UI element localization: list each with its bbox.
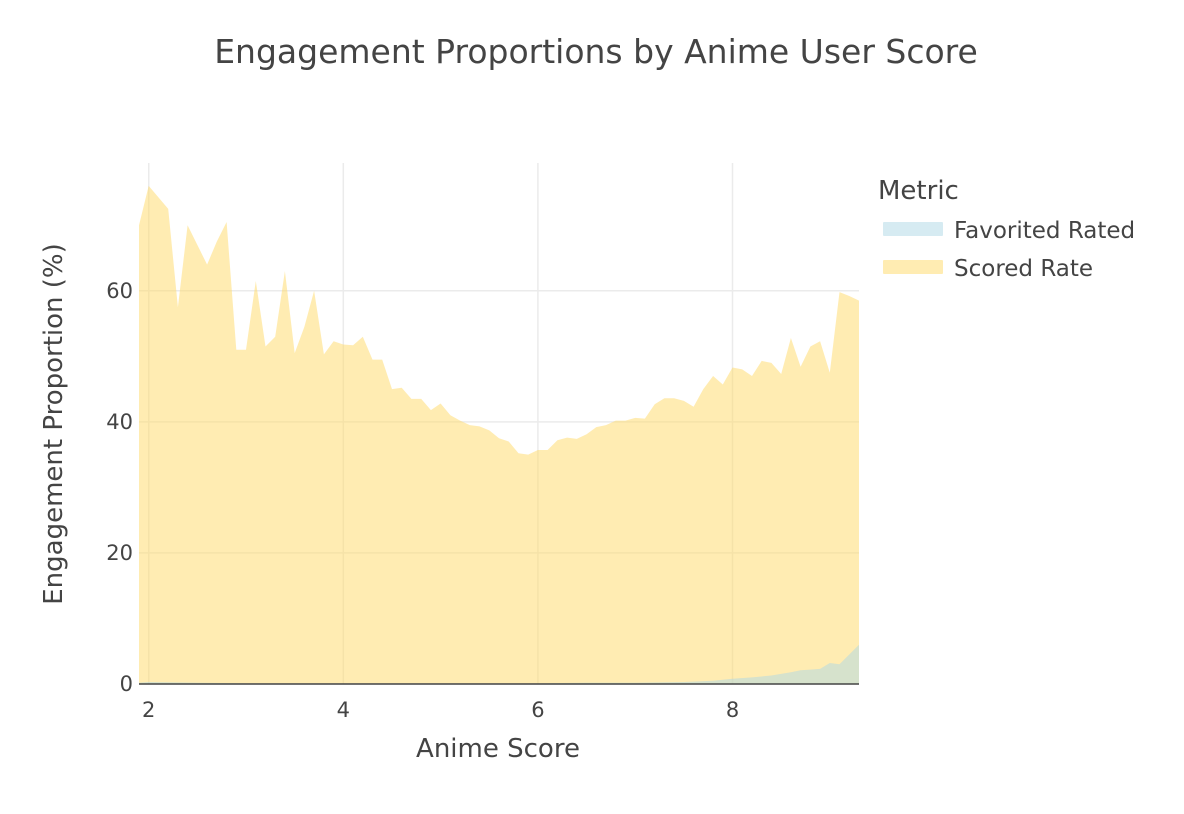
legend-swatch-scored-rate bbox=[883, 260, 943, 274]
x-tick-label-6: 6 bbox=[531, 698, 544, 722]
legend: Metric Favorited Rated Scored Rate bbox=[878, 176, 1135, 282]
legend-title: Metric bbox=[878, 176, 959, 206]
legend-label-favorited-rated: Favorited Rated bbox=[954, 218, 1135, 244]
legend-item-scored-rate[interactable]: Scored Rate bbox=[883, 256, 1093, 282]
x-tick-label-2: 2 bbox=[142, 698, 155, 722]
y-tick-label-40: 40 bbox=[106, 410, 133, 434]
legend-swatch-favorited-rated bbox=[883, 222, 943, 236]
plot-areas bbox=[139, 185, 859, 684]
legend-label-scored-rate: Scored Rate bbox=[954, 256, 1093, 282]
chart-title: Engagement Proportions by Anime User Sco… bbox=[214, 32, 978, 71]
legend-item-favorited-rated[interactable]: Favorited Rated bbox=[883, 218, 1135, 244]
x-axis-title: Anime Score bbox=[416, 734, 580, 764]
area-scored-rate[interactable] bbox=[139, 185, 859, 684]
x-tick-label-4: 4 bbox=[337, 698, 350, 722]
y-tick-label-0: 0 bbox=[120, 672, 133, 696]
axes: 2 4 6 8 0 20 40 60 bbox=[106, 279, 859, 722]
y-tick-label-60: 60 bbox=[106, 279, 133, 303]
area-favorited-rated[interactable] bbox=[139, 644, 859, 684]
y-tick-label-20: 20 bbox=[106, 541, 133, 565]
y-axis-title: Engagement Proportion (%) bbox=[39, 243, 69, 605]
x-tick-label-8: 8 bbox=[726, 698, 739, 722]
